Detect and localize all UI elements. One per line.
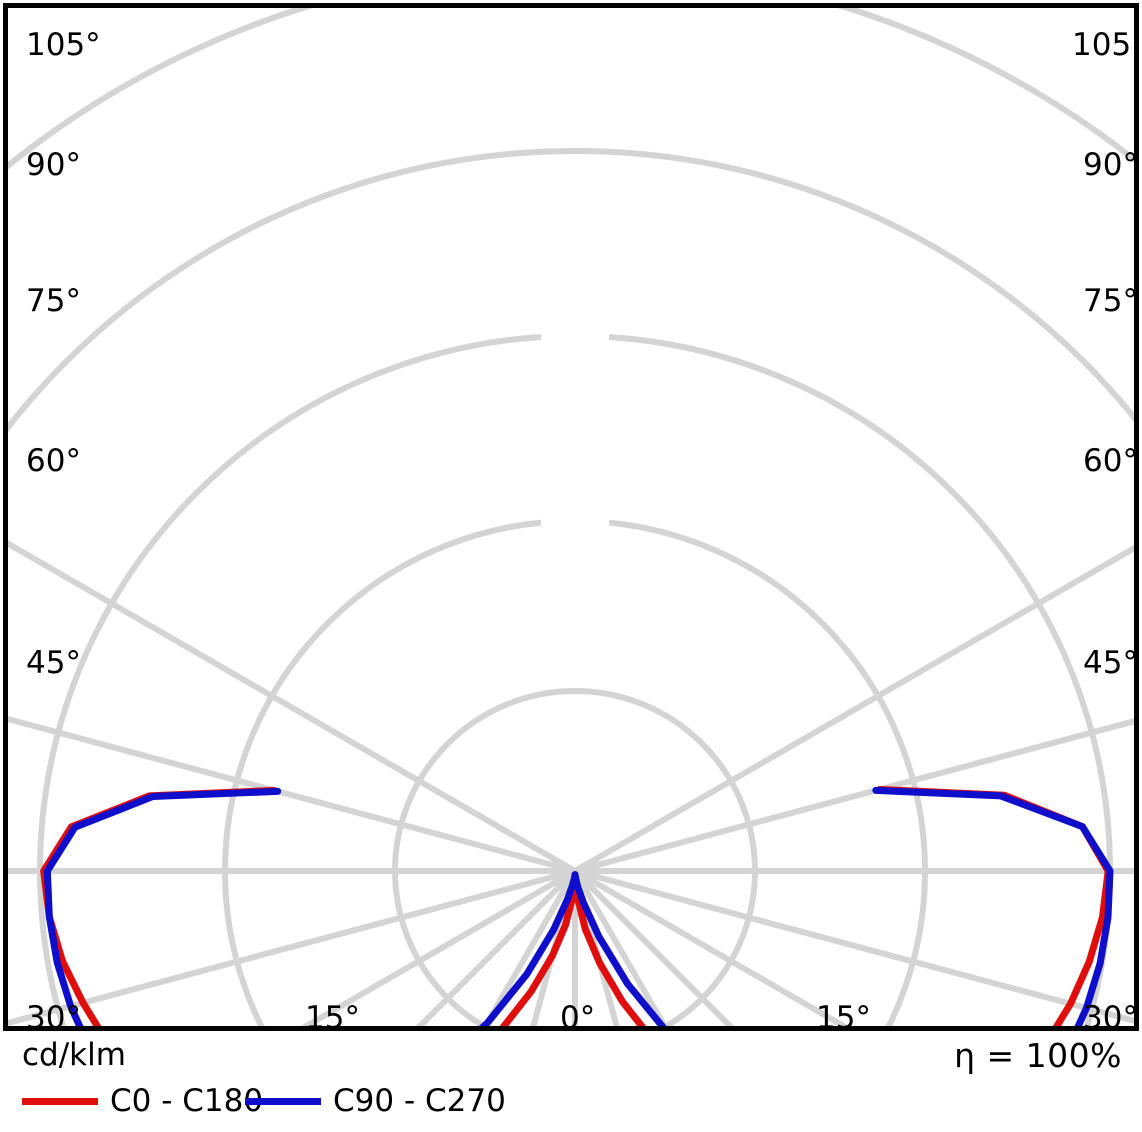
- angle-tick-right-5: 30°: [1083, 1000, 1138, 1031]
- unit-label: cd/klm: [22, 1037, 126, 1073]
- efficiency-label: η = 100%: [954, 1036, 1122, 1075]
- legend-entry-c90-c270: C90 - C270: [245, 1084, 506, 1118]
- angle-tick-left-4: 45°: [26, 645, 81, 681]
- polar-plot-frame: 105° 90° 75° 60° 45° 30° 105° 90° 75° 60° 45° 30° 15…: [3, 3, 1139, 1031]
- legend-swatch-c0-c180: [22, 1097, 98, 1105]
- angle-tick-right-2: 75°: [1083, 283, 1138, 319]
- polar-curves: [40, 785, 1114, 1026]
- angle-tick-left-5: 30°: [26, 1000, 81, 1031]
- angle-tick-left-1: 90°: [26, 147, 81, 183]
- angle-tick-bottom-0: 15°: [305, 1000, 360, 1031]
- angle-tick-right-0: 105°: [1072, 27, 1134, 63]
- legend-entry-c0-c180: C0 - C180: [22, 1084, 263, 1118]
- chart-legend: cd/klm η = 100% C0 - C180 C90 - C270: [0, 1031, 1142, 1132]
- polar-grid-and-curves: [8, 8, 1134, 1026]
- polar-grid: [8, 8, 1134, 1026]
- legend-label-c90-c270: C90 - C270: [333, 1082, 506, 1119]
- legend-swatch-c90-c270: [245, 1097, 321, 1105]
- angle-tick-left-0: 105°: [26, 27, 101, 63]
- angle-tick-right-1: 90°: [1083, 147, 1138, 183]
- angle-tick-right-4: 45°: [1083, 645, 1138, 681]
- angle-tick-right-3: 60°: [1083, 443, 1138, 479]
- angle-tick-left-3: 60°: [26, 443, 81, 479]
- angle-tick-left-2: 75°: [26, 283, 81, 319]
- angle-tick-bottom-2: 15°: [816, 1000, 871, 1031]
- angle-tick-bottom-1: 0°: [560, 1000, 596, 1031]
- legend-label-c0-c180: C0 - C180: [110, 1082, 264, 1119]
